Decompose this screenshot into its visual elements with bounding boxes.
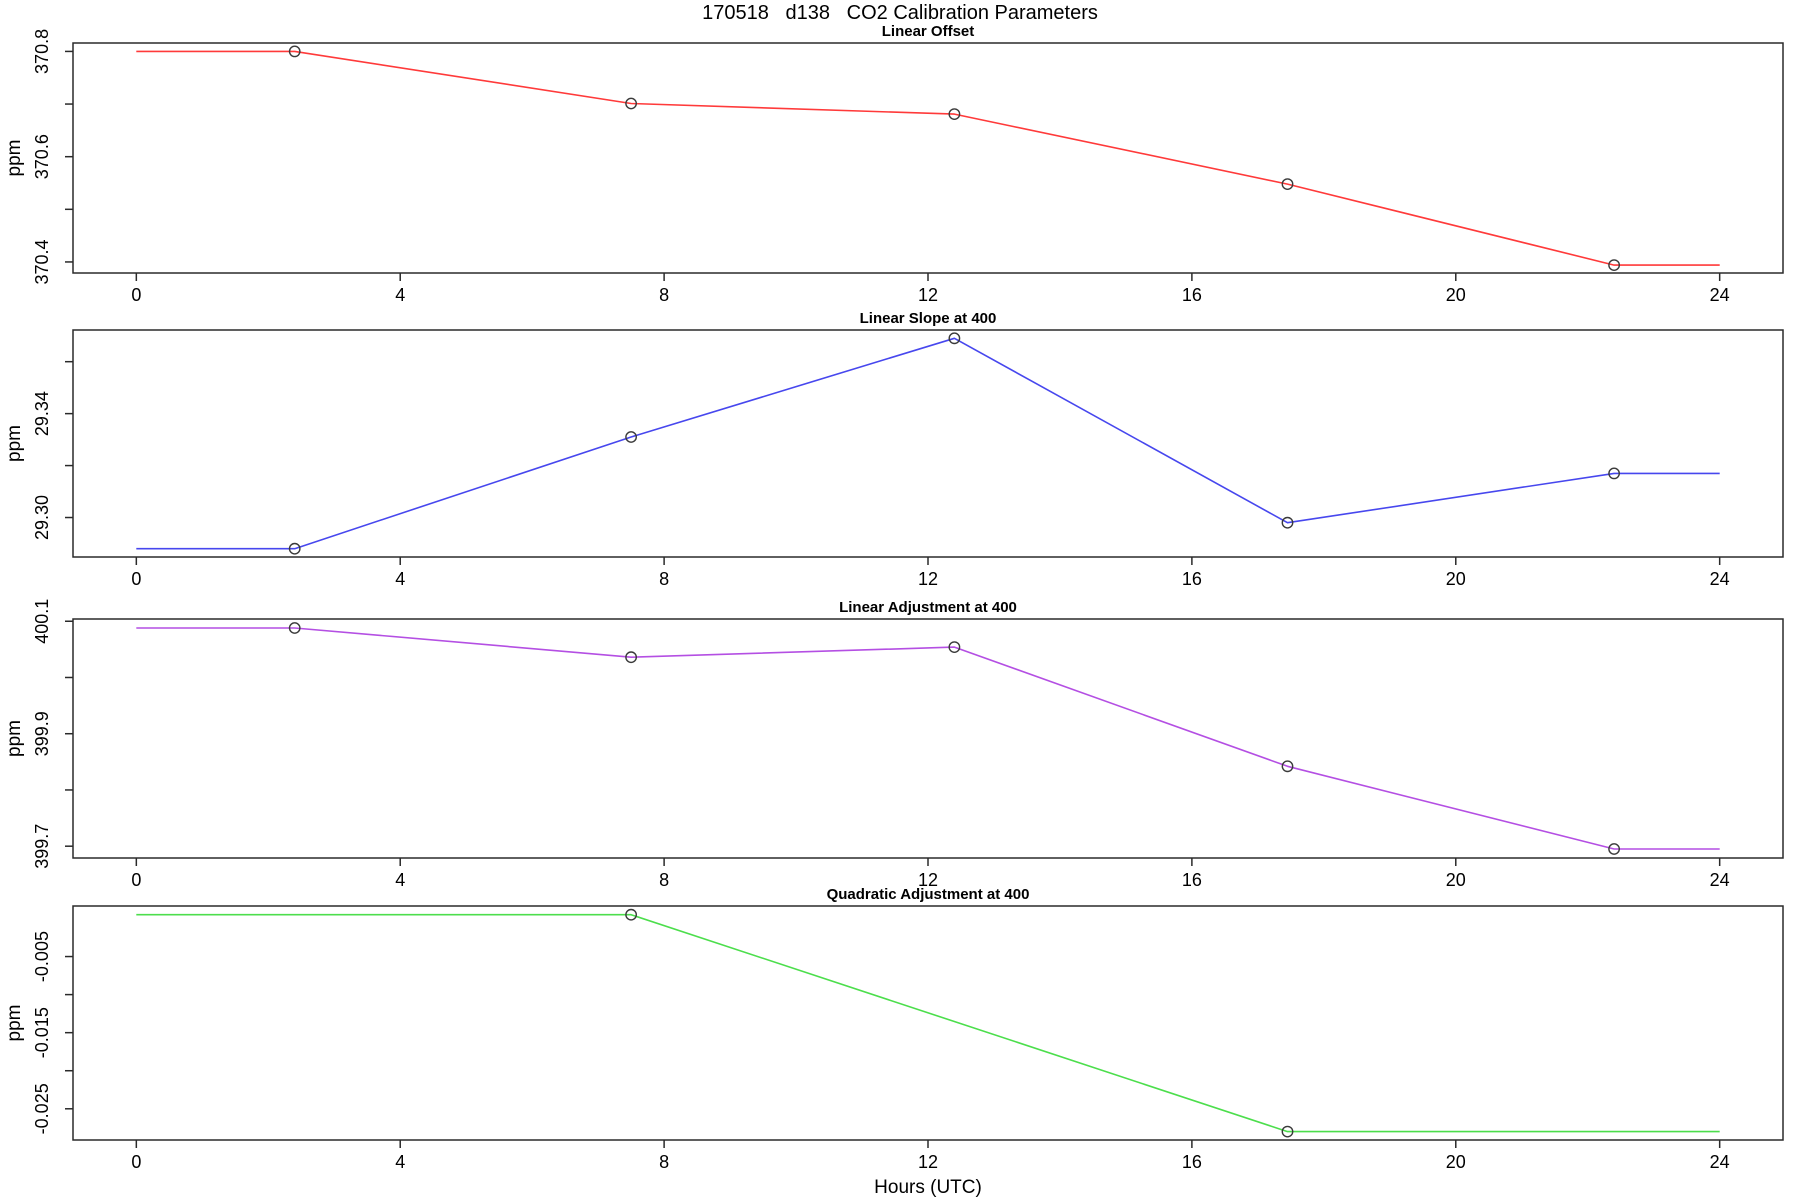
x-tick-label: 0 [131,285,141,305]
data-point-marker [288,45,301,58]
x-tick-label: 24 [1710,285,1730,305]
x-tick-label: 24 [1710,1152,1730,1172]
y-axis-title: ppm [4,1005,25,1042]
data-point-marker [948,641,961,653]
x-tick-label: 16 [1182,1152,1202,1172]
data-point-marker [1281,516,1294,529]
x-tick-label: 8 [659,285,669,305]
y-tick-label: 370.4 [32,239,52,284]
x-tick-label: 20 [1446,285,1466,305]
panel-title: Quadratic Adjustment at 400 [827,886,1030,903]
data-point-marker [625,431,637,443]
data-point-marker [1608,259,1621,271]
data-point-marker [1281,1125,1294,1138]
x-tick-label: 4 [395,569,405,589]
series-line [136,50,1720,266]
panel-box [72,618,1784,859]
panel-title: Linear Offset [882,23,975,40]
y-tick-label: 370.8 [32,29,52,74]
x-tick-label: 8 [659,870,669,890]
x-tick-label: 0 [131,870,141,890]
data-point-marker [288,542,301,555]
data-point-marker [625,651,637,664]
panel-box [72,329,1784,558]
y-tick-label: 399.7 [32,824,52,869]
data-point-marker [1608,467,1621,480]
data-point-marker [1608,843,1621,855]
x-axis-label: Hours (UTC) [874,1177,982,1198]
data-point-marker [625,97,637,110]
x-tick-label: 8 [659,1152,669,1172]
series-line [136,627,1720,850]
panel-title: Linear Slope at 400 [860,310,997,327]
y-tick-label: -0.005 [32,931,52,982]
x-tick-label: 4 [395,285,405,305]
x-tick-label: 20 [1446,870,1466,890]
series-line [136,337,1720,550]
panel-title: Linear Adjustment at 400 [839,599,1017,616]
data-point-marker [948,332,961,345]
panel-box [72,42,1784,274]
y-tick-label: -0.025 [32,1083,52,1134]
x-tick-label: 24 [1710,569,1730,589]
x-tick-label: 24 [1710,870,1730,890]
y-tick-label: -0.015 [32,1007,52,1058]
y-tick-label: 370.6 [32,134,52,179]
x-tick-label: 16 [1182,285,1202,305]
x-tick-label: 16 [1182,870,1202,890]
y-tick-label: 29.34 [32,391,52,436]
x-tick-label: 4 [395,870,405,890]
data-point-marker [1281,178,1294,191]
x-tick-label: 12 [918,1152,938,1172]
x-tick-label: 12 [918,870,938,890]
x-tick-label: 0 [131,569,141,589]
series-line [136,913,1720,1133]
data-point-marker [1281,760,1294,773]
x-tick-label: 20 [1446,1152,1466,1172]
data-point-marker [288,622,301,634]
x-tick-label: 0 [131,1152,141,1172]
y-axis-title: ppm [4,425,25,462]
panel-box [72,905,1784,1141]
data-point-marker [948,108,961,121]
data-point-marker [625,908,637,921]
y-tick-label: 400.1 [32,599,52,644]
y-tick-label: 399.9 [32,711,52,756]
x-tick-label: 8 [659,569,669,589]
figure-title: 170518 d138 CO2 Calibration Parameters [702,2,1098,24]
x-tick-label: 4 [395,1152,405,1172]
x-tick-label: 12 [918,569,938,589]
y-axis-title: ppm [4,140,25,177]
x-tick-label: 12 [918,285,938,305]
x-tick-label: 16 [1182,569,1202,589]
x-tick-label: 20 [1446,569,1466,589]
y-axis-title: ppm [4,720,25,757]
y-tick-label: 29.30 [32,495,52,540]
